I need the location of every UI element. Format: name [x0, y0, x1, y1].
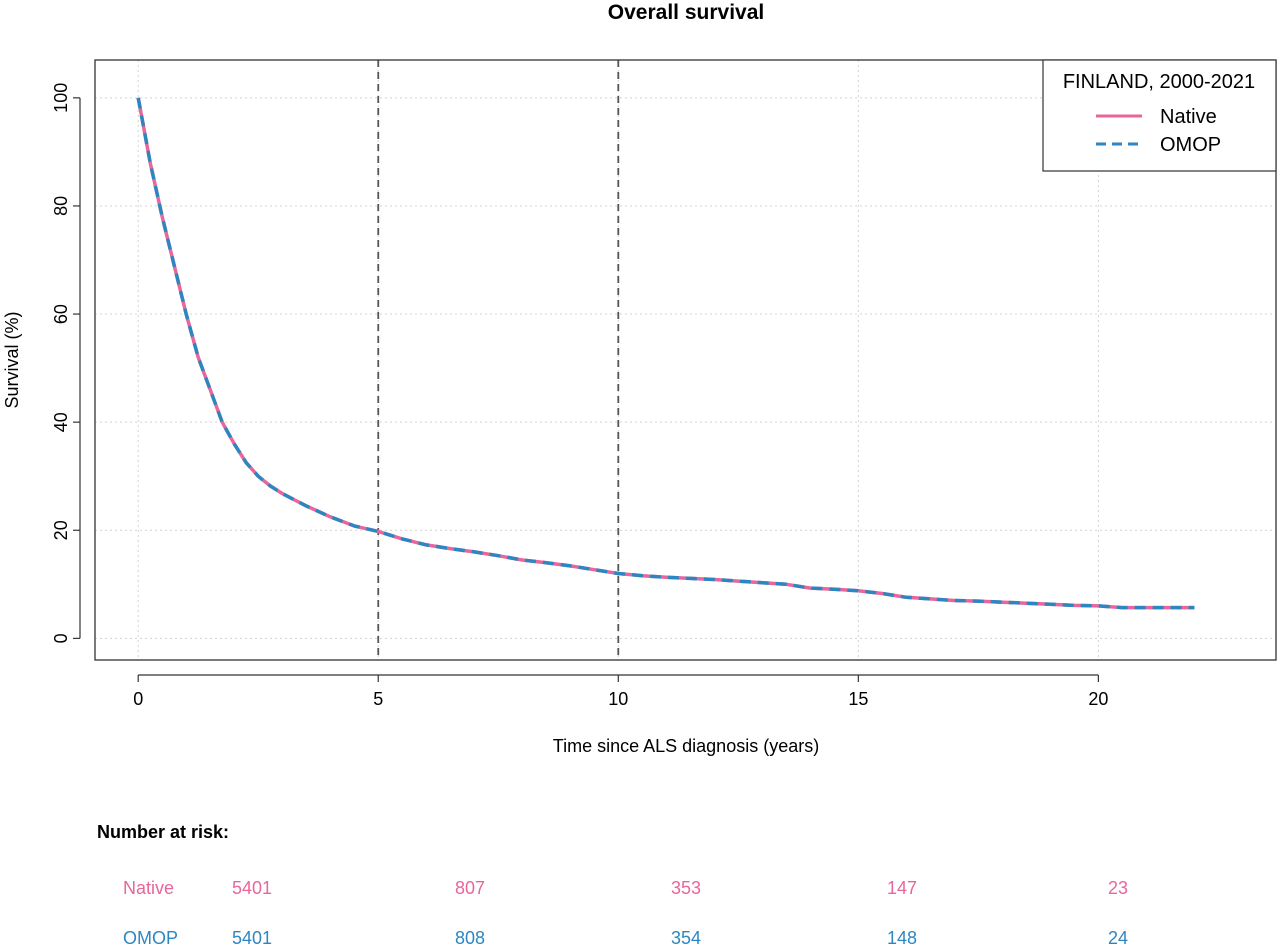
y-tick-label: 20: [51, 520, 71, 540]
risk-value: 807: [455, 878, 485, 898]
legend-title: FINLAND, 2000-2021: [1063, 71, 1255, 93]
y-tick-label: 80: [51, 196, 71, 216]
risk-row-label: OMOP: [123, 928, 178, 948]
x-tick-label: 5: [373, 689, 383, 709]
risk-value: 5401: [232, 928, 272, 948]
legend-entry-native: Native: [1160, 106, 1217, 128]
plot-frame: [94, 59, 1277, 661]
legend: FINLAND, 2000-2021 Native OMOP: [1042, 59, 1277, 172]
series-line-omop: [136, 97, 1195, 610]
risk-value: 23: [1108, 878, 1128, 898]
series-lines: [136, 97, 1195, 610]
y-tick-label: 60: [51, 304, 71, 324]
x-tick-label: 0: [133, 689, 143, 709]
legend-entry-omop: OMOP: [1160, 134, 1221, 156]
risk-value: 147: [887, 878, 917, 898]
x-tick-label: 15: [848, 689, 868, 709]
x-axis-label: Time since ALS diagnosis (years): [553, 736, 819, 756]
legend-box: [1042, 59, 1277, 172]
y-tick-label: 40: [51, 412, 71, 432]
x-tick-label: 20: [1088, 689, 1108, 709]
axes: 0 5 10 15 20 0 20 40 60 80 100: [51, 83, 1108, 709]
series-line-native: [136, 97, 1195, 610]
risk-table-heading: Number at risk:: [97, 822, 229, 842]
chart-title: Overall survival: [608, 1, 764, 24]
y-axis-label: Survival (%): [2, 311, 22, 408]
risk-value: 354: [671, 928, 701, 948]
risk-table: Native 5401 807 353 147 23 OMOP 5401 808 354 148 24: [123, 878, 1128, 948]
y-tick-label: 0: [51, 633, 71, 643]
reference-lines: [377, 60, 620, 660]
risk-value: 5401: [232, 878, 272, 898]
risk-value: 24: [1108, 928, 1128, 948]
risk-row-label: Native: [123, 878, 174, 898]
risk-value: 353: [671, 878, 701, 898]
y-tick-label: 100: [51, 83, 71, 113]
risk-value: 148: [887, 928, 917, 948]
risk-value: 808: [455, 928, 485, 948]
x-tick-label: 10: [608, 689, 628, 709]
